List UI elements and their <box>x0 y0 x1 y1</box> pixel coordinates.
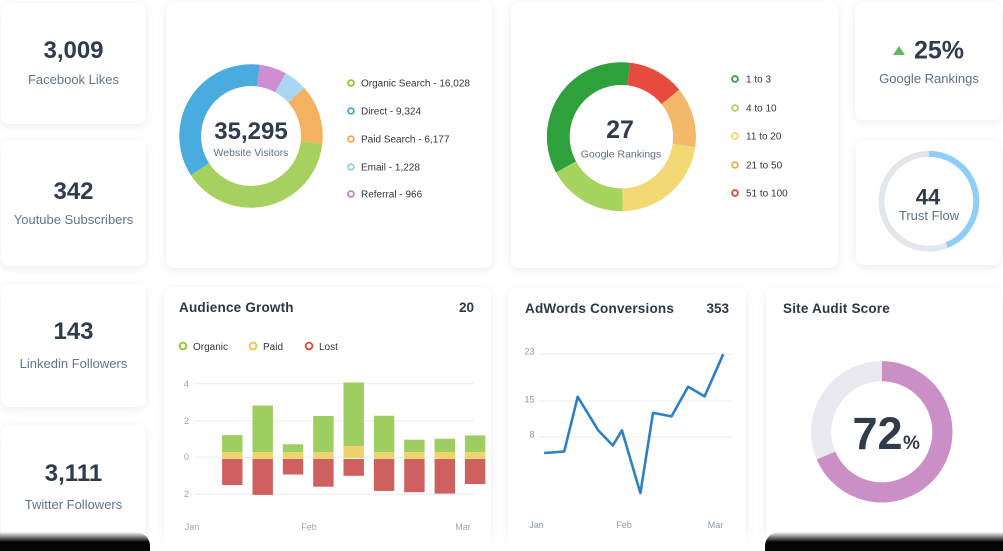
svg-text:Website Visitors: Website Visitors <box>214 147 289 159</box>
svg-text:Feb: Feb <box>616 520 632 530</box>
svg-text:23: 23 <box>524 347 534 357</box>
svg-text:35,295: 35,295 <box>214 118 287 145</box>
svg-text:Referral - 966: Referral - 966 <box>361 190 423 201</box>
svg-text:Organic: Organic <box>193 342 228 353</box>
svg-text:Mar: Mar <box>708 520 724 530</box>
svg-text:4: 4 <box>184 379 189 389</box>
svg-text:72: 72 <box>853 408 903 459</box>
svg-text:15: 15 <box>524 394 534 404</box>
svg-text:Paid: Paid <box>263 342 283 353</box>
svg-text:Email - 1,228: Email - 1,228 <box>361 163 420 174</box>
svg-text:27: 27 <box>606 116 634 144</box>
svg-text:Organic Search - 16,028: Organic Search - 16,028 <box>361 79 470 90</box>
svg-text:1 to 3: 1 to 3 <box>746 75 771 86</box>
svg-text:Paid Search - 6,177: Paid Search - 6,177 <box>361 135 450 146</box>
svg-text:Jan: Jan <box>529 520 544 530</box>
svg-text:2: 2 <box>184 489 189 499</box>
svg-text:Google Rankings: Google Rankings <box>581 149 662 161</box>
svg-text:2: 2 <box>184 416 189 426</box>
svg-text:%: % <box>903 433 920 454</box>
svg-text:44: 44 <box>916 185 941 210</box>
svg-text:Google Rankings: Google Rankings <box>879 71 979 86</box>
svg-text:11 to 20: 11 to 20 <box>746 132 782 143</box>
svg-text:21 to 50: 21 to 50 <box>746 161 783 172</box>
svg-text:Trust Flow: Trust Flow <box>899 208 960 223</box>
svg-text:51 to 100: 51 to 100 <box>746 189 788 200</box>
svg-text:4 to 10: 4 to 10 <box>746 104 777 115</box>
svg-text:Lost: Lost <box>319 342 338 353</box>
svg-text:8: 8 <box>529 430 534 440</box>
svg-text:0: 0 <box>184 452 189 462</box>
svg-text:25%: 25% <box>914 37 964 65</box>
svg-text:Direct - 9,324: Direct - 9,324 <box>361 107 421 118</box>
